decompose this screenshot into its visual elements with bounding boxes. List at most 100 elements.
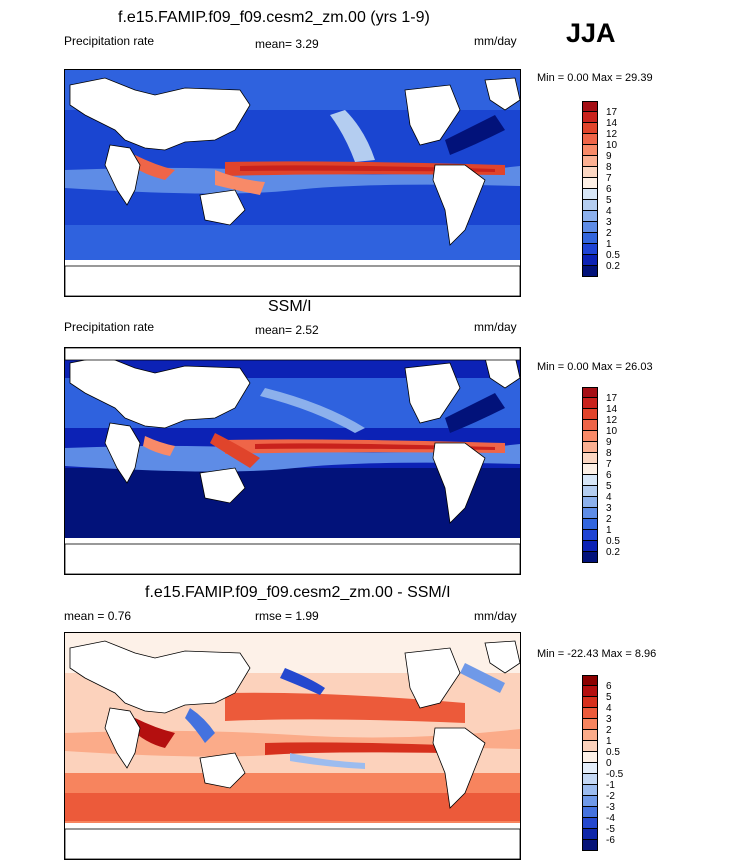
colorbar-label: 10 bbox=[606, 140, 618, 151]
colorbar-cell bbox=[582, 719, 598, 730]
colorbar-label: 10 bbox=[606, 426, 618, 437]
colorbar-cell bbox=[582, 686, 598, 697]
colorbar-cell bbox=[582, 807, 598, 818]
colorbar-cell bbox=[582, 222, 598, 233]
rmse-label: rmse = 1.99 bbox=[255, 609, 319, 623]
colorbar-cell bbox=[582, 255, 598, 266]
colorbar-label: 0.5 bbox=[606, 250, 620, 261]
colorbar-cell bbox=[582, 211, 598, 222]
min-max-label: Min = 0.00 Max = 26.03 bbox=[537, 361, 653, 373]
colorbar-label: 0.5 bbox=[606, 536, 620, 547]
colorbar-label: 2 bbox=[606, 514, 612, 525]
colorbar-label: 4 bbox=[606, 206, 612, 217]
colorbar-cells bbox=[582, 387, 598, 563]
colorbar bbox=[582, 675, 598, 851]
colorbar-cell bbox=[582, 420, 598, 431]
colorbar bbox=[582, 101, 598, 277]
colorbar-label: 2 bbox=[606, 725, 612, 736]
colorbar-cells bbox=[582, 101, 598, 277]
colorbar-cell bbox=[582, 785, 598, 796]
colorbar-label: 4 bbox=[606, 703, 612, 714]
colorbar-cell bbox=[582, 741, 598, 752]
colorbar-cell bbox=[582, 244, 598, 255]
colorbar-cell bbox=[582, 101, 598, 112]
colorbar-label: 17 bbox=[606, 393, 618, 404]
colorbar-label: 12 bbox=[606, 415, 618, 426]
colorbar-cell bbox=[582, 145, 598, 156]
colorbar-cell bbox=[582, 112, 598, 123]
units-label: mm/day bbox=[474, 609, 517, 623]
colorbar-cell bbox=[582, 167, 598, 178]
colorbar-cell bbox=[582, 398, 598, 409]
colorbar-label: 14 bbox=[606, 404, 618, 415]
colorbar-cell bbox=[582, 552, 598, 563]
precip-map bbox=[64, 69, 521, 297]
panel-title: f.e15.FAMIP.f09_f09.cesm2_zm.00 (yrs 1-9… bbox=[118, 9, 430, 26]
colorbar-label: 8 bbox=[606, 448, 612, 459]
colorbar-cell bbox=[582, 818, 598, 829]
colorbar-cell bbox=[582, 675, 598, 686]
colorbar-cell bbox=[582, 541, 598, 552]
colorbar-cell bbox=[582, 233, 598, 244]
colorbar-label: 1 bbox=[606, 239, 612, 250]
colorbar-label: -2 bbox=[606, 791, 615, 802]
field-label: Precipitation rate bbox=[64, 320, 155, 334]
colorbar-cell bbox=[582, 189, 598, 200]
colorbar-label: 6 bbox=[606, 681, 612, 692]
colorbar-label: 0.2 bbox=[606, 547, 620, 558]
colorbar-label: 5 bbox=[606, 692, 612, 703]
colorbar-label: 9 bbox=[606, 437, 612, 448]
colorbar-cell bbox=[582, 519, 598, 530]
colorbar-cells bbox=[582, 675, 598, 851]
colorbar-cell bbox=[582, 156, 598, 167]
colorbar-label: 3 bbox=[606, 503, 612, 514]
colorbar-label: 0 bbox=[606, 758, 612, 769]
colorbar-label: 0.2 bbox=[606, 261, 620, 272]
colorbar-label: -5 bbox=[606, 824, 615, 835]
mean-label: mean= 2.52 bbox=[255, 323, 319, 337]
colorbar-label: 9 bbox=[606, 151, 612, 162]
colorbar-label: 5 bbox=[606, 481, 612, 492]
colorbar-label: 14 bbox=[606, 118, 618, 129]
field-label: Precipitation rate bbox=[64, 34, 155, 48]
season-label: JJA bbox=[566, 18, 616, 48]
colorbar-cell bbox=[582, 497, 598, 508]
colorbar-label: 12 bbox=[606, 129, 618, 140]
units-label: mm/day bbox=[474, 34, 517, 48]
colorbar-cell bbox=[582, 508, 598, 519]
colorbar-cell bbox=[582, 123, 598, 134]
colorbar-cell bbox=[582, 697, 598, 708]
map-svg bbox=[65, 633, 520, 859]
colorbar-cell bbox=[582, 708, 598, 719]
colorbar-label: 0.5 bbox=[606, 747, 620, 758]
colorbar-label: -6 bbox=[606, 835, 615, 846]
colorbar-label: 2 bbox=[606, 228, 612, 239]
colorbar-cell bbox=[582, 200, 598, 211]
colorbar-label: 5 bbox=[606, 195, 612, 206]
colorbar-label: 8 bbox=[606, 162, 612, 173]
colorbar-label: 1 bbox=[606, 736, 612, 747]
panel-title: SSM/I bbox=[268, 298, 312, 315]
units-label: mm/day bbox=[474, 320, 517, 334]
colorbar-label: -1 bbox=[606, 780, 615, 791]
map-svg bbox=[65, 348, 520, 574]
colorbar-label: -4 bbox=[606, 813, 615, 824]
colorbar-cell bbox=[582, 431, 598, 442]
colorbar-cell bbox=[582, 266, 598, 277]
colorbar-cell bbox=[582, 475, 598, 486]
panel-title: f.e15.FAMIP.f09_f09.cesm2_zm.00 - SSM/I bbox=[145, 584, 451, 601]
colorbar-cell bbox=[582, 763, 598, 774]
colorbar-label: -0.5 bbox=[606, 769, 624, 780]
colorbar-label: 3 bbox=[606, 217, 612, 228]
map-svg bbox=[65, 70, 520, 296]
colorbar-cell bbox=[582, 752, 598, 763]
colorbar bbox=[582, 387, 598, 563]
mean-label: mean = 0.76 bbox=[64, 609, 132, 623]
colorbar-cell bbox=[582, 730, 598, 741]
precip-map bbox=[64, 347, 521, 575]
colorbar-label: 1 bbox=[606, 525, 612, 536]
min-max-label: Min = -22.43 Max = 8.96 bbox=[537, 648, 657, 660]
colorbar-cell bbox=[582, 134, 598, 145]
colorbar-cell bbox=[582, 387, 598, 398]
colorbar-label: 7 bbox=[606, 173, 612, 184]
